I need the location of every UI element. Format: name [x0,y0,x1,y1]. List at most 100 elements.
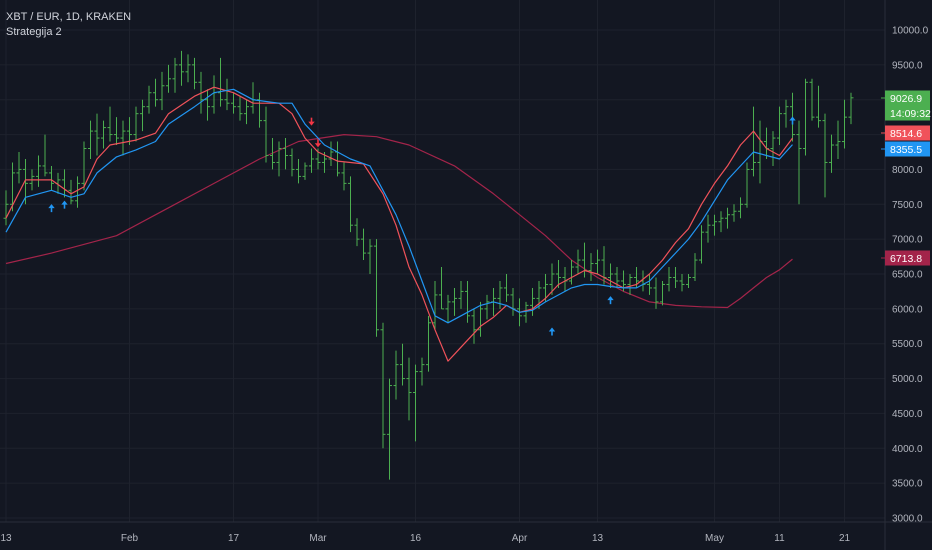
time-tick-label: Apr [512,533,528,544]
arrow-head [789,116,796,121]
ohlc-bar [575,249,581,274]
ohlc-bar [595,249,600,274]
time-tick-label: Feb [121,533,139,544]
price-tick-label: 8000.0 [892,165,923,176]
tag-text: 14:09:32 [890,108,931,120]
ohlc-bar [309,148,314,173]
time-tick-label: May [705,533,724,544]
ohlc-bar [744,162,750,208]
ohlc-bar [770,131,776,166]
ohlc-bar [348,176,353,233]
ohlc-bar [666,267,672,292]
arrow-head [314,143,322,148]
ohlc-bar [751,106,756,177]
ohlc-bar [543,274,548,302]
ema-layer [5,86,793,362]
ohlc-bar [556,260,561,288]
sma-long-value-tag: 6713.8 [881,250,930,266]
ohlc-bar [270,138,275,170]
ohlc-bar [231,92,236,114]
ohlc-bar [484,294,490,320]
ohlc-bar [354,218,360,247]
sma-layer [5,134,793,309]
ohlc-bar [94,113,100,156]
ohlc-bar [523,301,529,323]
price-tick-label: 3000.0 [892,514,923,525]
ohlc-bars [3,50,854,480]
time-tick-label: Mar [309,533,327,544]
ohlc-bar [439,267,444,310]
ohlc-bar [822,113,828,198]
ema-fast-line [5,86,793,362]
ohlc-bar [835,120,841,159]
tag-text: 8355.5 [890,144,922,156]
ohlc-bar [16,152,22,184]
ohlc-bar [848,92,854,125]
ohlc-bar [419,357,425,386]
ohlc-bar [361,228,366,261]
price-tick-label: 7000.0 [892,235,923,246]
ohlc-bar [120,120,126,156]
ohlc-bar [36,155,41,187]
time-tick-label: 11 [774,533,785,544]
price-tick-label: 4500.0 [892,409,923,420]
ohlc-bar [263,106,269,163]
ohlc-bar [107,106,113,142]
symbol-title[interactable]: XBT / EUR, 1D, KRAKEN [6,11,132,23]
ohlc-bar [127,117,132,146]
price-tick-label: 6500.0 [892,270,923,281]
ohlc-bar [49,165,54,191]
ohlc-bar [842,99,847,149]
ohlc-bar [192,57,197,90]
ohlc-bar [731,204,737,222]
ohlc-bar [608,263,613,288]
buy-signal-arrow [48,204,55,213]
ohlc-bar [712,214,717,236]
ohlc-bar [244,99,249,125]
ohlc-bar [569,260,574,285]
ohlc-bar [627,274,633,295]
ohlc-bar [777,106,782,146]
price-tags: 9026.9 14:09:32 8514.6 8355.5 6713.8 [881,90,931,266]
ohlc-bar [803,78,808,156]
ema-slow-line [5,88,793,324]
ohlc-bar [400,343,405,386]
ohlc-bar [673,267,678,288]
ohlc-bar [172,57,178,93]
price-tick-label: 6000.0 [892,304,923,315]
ohlc-bar [829,134,834,173]
ohlc-bar [816,85,821,128]
ohlc-bar [686,274,691,288]
ohlc-bar [218,57,223,107]
ohlc-bar [387,378,392,480]
ohlc-bar [75,176,80,208]
price-tick-label: 3500.0 [892,479,923,490]
price-tick-label: 7500.0 [892,200,923,211]
price-tick-label: 4000.0 [892,444,923,455]
ohlc-bar [283,138,288,170]
price-tick-label: 10000.0 [892,26,929,37]
time-tick-label: 21 [839,533,851,544]
ohlc-bar [88,120,93,159]
ohlc-bar [302,162,308,180]
ema-slow-value-tag: 8355.5 [881,141,930,157]
ohlc-bar [660,280,665,306]
ohlc-bar [718,211,724,233]
ohlc-bar [452,287,457,316]
arrow-head [308,121,315,126]
ohlc-bar [783,99,789,128]
ohlc-bar [114,117,119,146]
time-tick-label: 13 [0,533,12,544]
ohlc-bar [809,78,815,121]
buy-signal-arrow [789,116,796,125]
ohlc-bar [367,239,373,274]
ohlc-bar [81,141,87,191]
buy-signal-arrow [548,327,556,336]
tag-box [885,90,930,106]
ohlc-bar [478,301,483,337]
arrow-head [607,296,614,301]
strategy-label[interactable]: Strategija 2 [6,26,62,38]
